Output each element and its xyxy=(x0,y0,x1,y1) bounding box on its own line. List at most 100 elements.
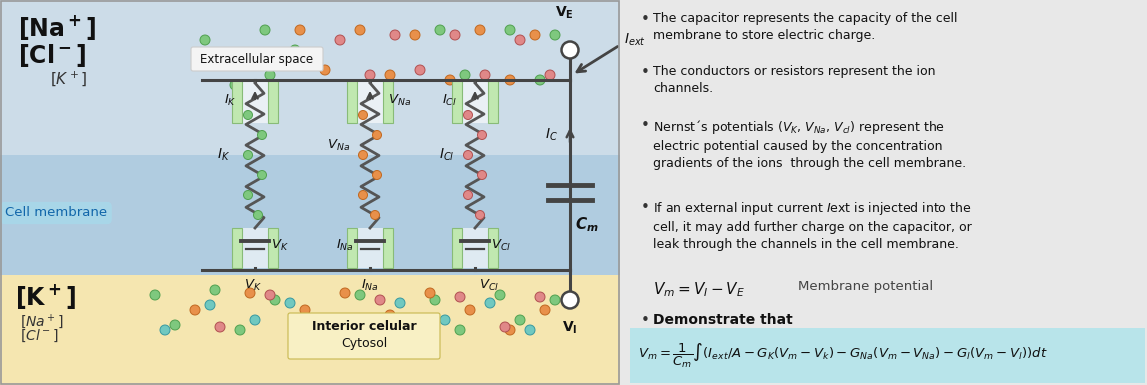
Circle shape xyxy=(375,295,385,305)
Bar xyxy=(0,0,621,160)
Text: Interior celular: Interior celular xyxy=(312,320,416,333)
Bar xyxy=(348,228,357,268)
Text: •: • xyxy=(641,200,650,215)
Circle shape xyxy=(395,298,405,308)
Text: $I_K$: $I_K$ xyxy=(225,92,237,107)
Text: $V_K$: $V_K$ xyxy=(271,238,289,253)
Text: Cytosol: Cytosol xyxy=(341,336,388,350)
Bar xyxy=(232,80,242,123)
Bar xyxy=(621,0,1147,385)
Circle shape xyxy=(440,315,450,325)
Circle shape xyxy=(551,295,560,305)
Circle shape xyxy=(210,285,220,295)
Bar xyxy=(1,1,619,384)
Circle shape xyxy=(415,65,426,75)
Circle shape xyxy=(290,45,301,55)
Text: $\mathbf{[Cl^-]}$: $\mathbf{[Cl^-]}$ xyxy=(18,42,86,69)
Circle shape xyxy=(525,325,535,335)
Bar xyxy=(452,80,462,123)
Bar xyxy=(487,80,498,123)
Circle shape xyxy=(477,171,486,179)
Circle shape xyxy=(345,315,356,325)
Circle shape xyxy=(373,171,382,179)
Bar xyxy=(0,275,621,385)
Text: Extracellular space: Extracellular space xyxy=(201,52,313,65)
Circle shape xyxy=(253,211,263,219)
Bar xyxy=(383,80,393,123)
Text: $[K^+]$: $[K^+]$ xyxy=(50,69,87,88)
Circle shape xyxy=(250,315,260,325)
Text: $\mathbf{[K^+]}$: $\mathbf{[K^+]}$ xyxy=(15,282,76,311)
Circle shape xyxy=(243,151,252,159)
Circle shape xyxy=(214,322,225,332)
Circle shape xyxy=(257,171,266,179)
Text: $I_{Na}$: $I_{Na}$ xyxy=(336,238,354,253)
Circle shape xyxy=(390,325,400,335)
Text: $V_{Cl}$: $V_{Cl}$ xyxy=(479,278,499,293)
Bar xyxy=(0,155,621,275)
Circle shape xyxy=(295,25,305,35)
Circle shape xyxy=(426,288,435,298)
FancyBboxPatch shape xyxy=(192,47,323,71)
Circle shape xyxy=(284,298,295,308)
Circle shape xyxy=(385,310,395,320)
Circle shape xyxy=(430,295,440,305)
Text: $\bfit{C_m}$: $\bfit{C_m}$ xyxy=(575,215,599,234)
Bar xyxy=(236,228,274,268)
Bar xyxy=(232,228,242,268)
Circle shape xyxy=(359,151,367,159)
Circle shape xyxy=(496,290,505,300)
Circle shape xyxy=(479,70,490,80)
Circle shape xyxy=(270,295,280,305)
Text: The conductors or resistors represent the ion
channels.: The conductors or resistors represent th… xyxy=(653,65,936,95)
Circle shape xyxy=(535,75,545,85)
FancyBboxPatch shape xyxy=(288,313,440,359)
Circle shape xyxy=(477,131,486,139)
Circle shape xyxy=(170,320,180,330)
Text: Cell membrane: Cell membrane xyxy=(5,206,107,219)
Bar xyxy=(268,228,278,268)
Circle shape xyxy=(373,131,382,139)
Bar xyxy=(348,80,357,123)
Circle shape xyxy=(159,325,170,335)
Circle shape xyxy=(265,70,275,80)
Circle shape xyxy=(476,211,484,219)
Bar xyxy=(457,80,494,123)
Circle shape xyxy=(359,191,367,199)
Text: The capacitor represents the capacity of the cell
membrane to store electric cha: The capacitor represents the capacity of… xyxy=(653,12,958,42)
Circle shape xyxy=(231,80,240,90)
Circle shape xyxy=(257,131,266,139)
Text: •: • xyxy=(641,118,650,133)
Circle shape xyxy=(463,191,473,199)
Text: •: • xyxy=(641,12,650,27)
Circle shape xyxy=(562,291,578,308)
Text: If an external input current $\mathit{I}$ext is injected into the
cell, it may a: If an external input current $\mathit{I}… xyxy=(653,200,972,251)
Circle shape xyxy=(200,35,210,45)
Circle shape xyxy=(340,288,350,298)
Text: $I_{Na}$: $I_{Na}$ xyxy=(361,278,379,293)
Circle shape xyxy=(545,70,555,80)
Text: Membrane potential: Membrane potential xyxy=(798,280,934,293)
Circle shape xyxy=(409,30,420,40)
Circle shape xyxy=(305,320,315,330)
Circle shape xyxy=(235,325,245,335)
Circle shape xyxy=(301,305,310,315)
Text: Demonstrate that: Demonstrate that xyxy=(653,313,793,327)
Circle shape xyxy=(359,110,367,119)
Circle shape xyxy=(335,35,345,45)
Circle shape xyxy=(260,25,270,35)
Text: •: • xyxy=(641,313,650,328)
Circle shape xyxy=(320,65,330,75)
Circle shape xyxy=(515,35,525,45)
Circle shape xyxy=(475,25,485,35)
Text: $V_{Na}$: $V_{Na}$ xyxy=(388,92,411,107)
Bar xyxy=(383,228,393,268)
Text: $I_K$: $I_K$ xyxy=(217,147,231,163)
Text: $V_K$: $V_K$ xyxy=(244,278,262,293)
Text: $I_{Cl}$: $I_{Cl}$ xyxy=(439,147,455,163)
Circle shape xyxy=(551,30,560,40)
Circle shape xyxy=(356,290,365,300)
Circle shape xyxy=(415,322,426,332)
Bar xyxy=(351,80,389,123)
Circle shape xyxy=(485,298,496,308)
